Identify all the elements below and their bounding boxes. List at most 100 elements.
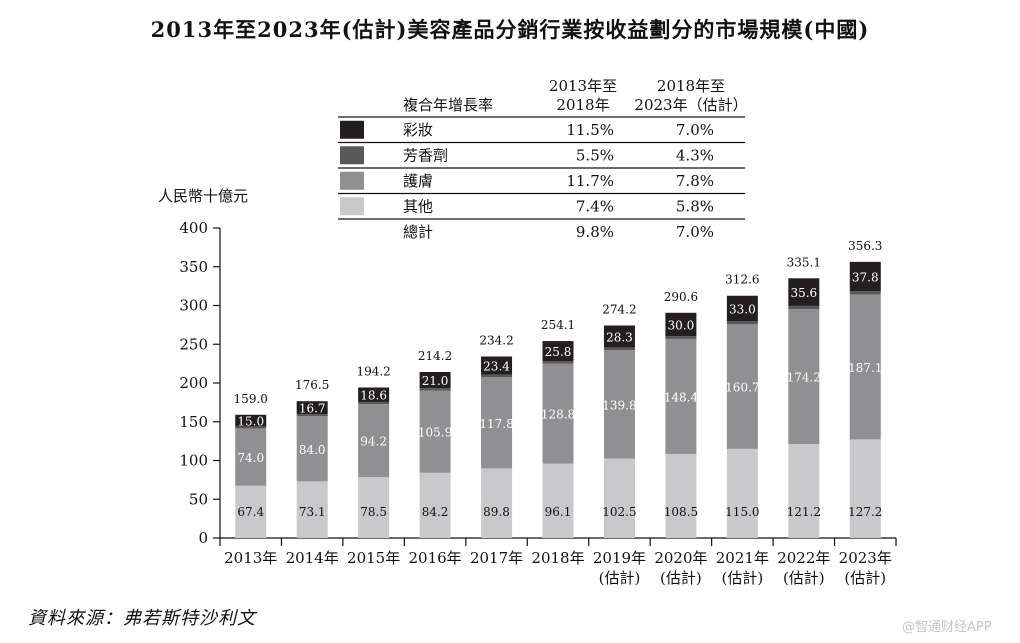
bar-segment [419, 388, 451, 391]
x-tick-label: (估計) [783, 569, 825, 587]
data-label: 30.0 [668, 318, 695, 332]
cagr-value-2013-2018: 5.5% [576, 146, 614, 164]
bar-segment [726, 295, 758, 322]
bar-segment [788, 309, 820, 445]
data-label: 187.1 [848, 361, 882, 375]
data-label: 15.0 [237, 415, 264, 429]
bar-segment [358, 404, 390, 478]
legend-label: 彩妝 [403, 121, 433, 139]
bar-segment [481, 374, 513, 378]
legend-label: 護膚 [403, 172, 433, 190]
x-tick-label: 2021年 [716, 549, 769, 567]
total-label: 214.2 [418, 349, 452, 363]
legend-swatch [340, 171, 364, 190]
bar-segment [358, 401, 390, 405]
bar-segment [419, 371, 451, 389]
bar-segment [481, 377, 513, 469]
total-label: 234.2 [479, 333, 513, 347]
legend-swatch [340, 197, 364, 216]
x-tick-label: 2016年 [408, 549, 461, 567]
legend-label: 芳香劑 [403, 146, 448, 164]
data-label: 96.1 [545, 505, 572, 519]
bar-segment [603, 347, 635, 351]
data-label: 84.0 [299, 443, 326, 457]
cagr-value-2018-2023: 7.0% [676, 121, 714, 139]
y-tick-label: 100 [179, 452, 208, 470]
data-label: 160.7 [725, 381, 759, 395]
data-label: 121.2 [787, 505, 821, 519]
bar-segment [665, 312, 697, 337]
data-label: 23.4 [483, 360, 510, 374]
data-label: 84.2 [422, 505, 449, 519]
bar-segment [788, 305, 820, 310]
bar-segment [542, 361, 574, 364]
bar-segment [296, 416, 328, 482]
bar-segment [235, 414, 267, 427]
bar-segment [726, 448, 758, 538]
x-tick-label: (估計) [660, 569, 702, 587]
bar-segment [788, 444, 820, 538]
cagr-value-2018-2023: 7.8% [676, 172, 714, 190]
y-axis-label: 人民幣十億元 [158, 187, 248, 205]
total-label: 290.6 [664, 290, 698, 304]
total-label: 176.5 [295, 378, 329, 392]
data-label: 105.9 [418, 426, 452, 440]
cagr-col2-header: 2018年至 [657, 77, 725, 95]
cagr-value-2018-2023: 5.8% [676, 197, 714, 215]
data-label: 33.0 [729, 303, 756, 317]
x-tick-label: 2022年 [777, 549, 830, 567]
total-label: 312.6 [725, 273, 759, 287]
x-tick-label: 2023年 [839, 549, 892, 567]
data-label: 35.6 [790, 286, 817, 300]
y-tick-label: 50 [189, 490, 208, 508]
bar-segment [419, 390, 451, 473]
data-label: 128.8 [541, 408, 575, 422]
x-tick-label: 2020年 [654, 549, 707, 567]
bar-segment [296, 481, 328, 538]
bar-segment [358, 387, 390, 402]
cagr-col1-header: 2013年至 [549, 77, 617, 95]
data-label: 94.2 [360, 435, 387, 449]
data-label: 174.2 [787, 371, 821, 385]
chart-title: 2013年至2023年(估計)美容產品分銷行業按收益劃分的市場規模(中國) [150, 17, 870, 42]
data-label: 18.6 [360, 389, 387, 403]
y-tick-label: 300 [179, 297, 208, 315]
data-label: 37.8 [852, 271, 879, 285]
cagr-col2-header: 2023年（估計） [634, 96, 747, 114]
x-tick-label: 2017年 [470, 549, 523, 567]
cagr-col1-header: 2018年 [556, 96, 609, 114]
stacked-bar-chart: 人民幣十億元05010015020025030035040067.474.02.… [158, 77, 897, 587]
bar-segment [542, 341, 574, 362]
bar-segment [665, 453, 697, 538]
data-label: 108.5 [664, 505, 698, 519]
bar-segment [235, 485, 267, 538]
legend-label: 其他 [403, 197, 433, 215]
total-label: 194.2 [356, 364, 390, 378]
x-tick-label: 2015年 [347, 549, 400, 567]
data-label: 74.0 [237, 451, 264, 465]
y-tick-label: 350 [179, 258, 208, 276]
legend-label: 總計 [403, 223, 433, 241]
data-label: 89.8 [483, 505, 510, 519]
x-tick-label: 2013年 [224, 549, 277, 567]
cagr-value-2018-2023: 4.3% [676, 146, 714, 164]
bar-segment [849, 291, 881, 295]
y-tick-label: 150 [179, 413, 208, 431]
cagr-value-2013-2018: 9.8% [576, 223, 614, 241]
data-label: 139.8 [602, 398, 636, 412]
data-label: 25.8 [545, 345, 572, 359]
y-tick-label: 200 [179, 374, 208, 392]
cagr-value-2013-2018: 7.4% [576, 197, 614, 215]
data-label: 148.4 [664, 390, 699, 404]
bar-segment [849, 261, 881, 292]
bar-segment [726, 324, 758, 449]
bar-segment [481, 356, 513, 375]
bar-segment [788, 278, 820, 306]
total-label: 159.0 [234, 392, 268, 406]
bar-segment [419, 472, 451, 538]
cagr-value-2018-2023: 7.0% [676, 223, 714, 241]
y-tick-label: 250 [179, 335, 208, 353]
x-tick-label: 2018年 [531, 549, 584, 567]
x-tick-label: (估計) [599, 569, 641, 587]
data-label: 127.2 [848, 505, 882, 519]
